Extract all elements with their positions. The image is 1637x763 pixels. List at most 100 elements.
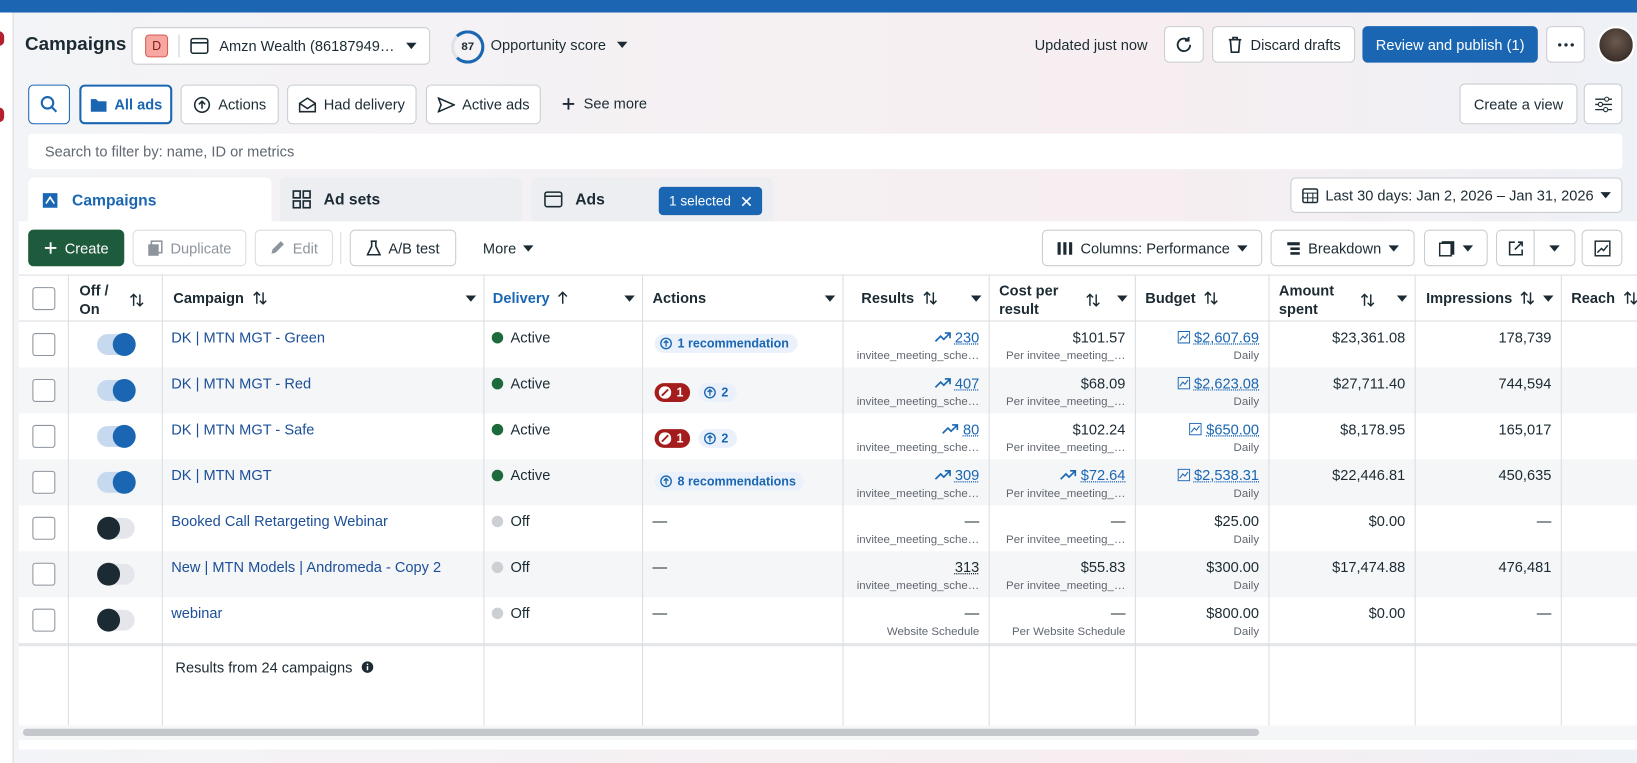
results[interactable]: 313 — [955, 559, 979, 576]
budget[interactable]: $2,607.69 — [1177, 329, 1259, 346]
more-button[interactable] — [1546, 26, 1585, 63]
column-header[interactable]: Campaign — [173, 289, 267, 306]
delivery-status: Off — [510, 512, 530, 530]
icon — [562, 97, 576, 111]
recommendation-badge[interactable]: 1 recommendation — [654, 334, 798, 353]
error-badge[interactable]: 1 — [654, 429, 690, 448]
search-button[interactable] — [28, 84, 70, 125]
export-button[interactable] — [1496, 229, 1535, 267]
error-badge[interactable]: 1 — [654, 383, 690, 402]
label: 1 selected — [669, 193, 731, 209]
header-menu[interactable] — [970, 295, 982, 302]
checkbox[interactable] — [32, 470, 56, 494]
toggle[interactable] — [97, 608, 135, 632]
campaign-name[interactable]: Booked Call Retargeting Webinar — [171, 512, 388, 530]
search-box[interactable]: Search to filter by: name, ID or metrics — [28, 133, 1623, 170]
toggle[interactable] — [97, 424, 136, 448]
create-view[interactable]: Create a view — [1459, 83, 1578, 125]
export-menu[interactable] — [1533, 229, 1576, 267]
caret — [624, 295, 635, 302]
more-actions[interactable]: More — [467, 229, 550, 267]
recommendation-badge[interactable]: 2 — [698, 383, 737, 402]
budget[interactable]: $2,623.08 — [1177, 375, 1259, 392]
column-header[interactable]: Amount spent — [1279, 281, 1375, 319]
campaign-name[interactable]: DK | MTN MGT - Safe — [171, 420, 315, 438]
header-menu[interactable] — [1543, 295, 1554, 302]
column-header[interactable]: Actions — [653, 289, 707, 306]
checkbox[interactable] — [32, 562, 56, 586]
filter-tab[interactable]: Active ads — [425, 84, 541, 125]
level-tab[interactable]: Ad sets — [279, 177, 522, 222]
campaign-name[interactable]: DK | MTN MGT - Green — [171, 328, 325, 346]
recommendation-badge[interactable]: 8 recommendations — [654, 471, 805, 491]
see-more[interactable]: See more — [562, 95, 647, 112]
filter-tab[interactable]: Actions — [180, 84, 279, 125]
toggle[interactable] — [97, 378, 136, 402]
results-detail: invitee_meeting_sche… — [856, 349, 980, 363]
reports-button[interactable] — [1424, 229, 1488, 267]
header-menu[interactable] — [465, 295, 477, 302]
breakdown-button[interactable]: Breakdown — [1270, 229, 1415, 267]
icon-part — [707, 388, 713, 396]
account-selector[interactable]: D Amzn Wealth (86187949… — [131, 27, 431, 65]
campaign-name[interactable]: webinar — [171, 604, 223, 622]
column-header[interactable]: Off / On — [79, 281, 144, 319]
review-publish[interactable]: Review and publish (1) — [1362, 26, 1538, 63]
header-menu[interactable] — [824, 295, 836, 302]
header-menu[interactable] — [1117, 295, 1128, 302]
checkbox[interactable] — [32, 608, 56, 632]
icon-part — [1228, 36, 1242, 54]
date-range[interactable]: Last 30 days: Jan 2, 2026 – Jan 31, 2026 — [1290, 177, 1623, 213]
view-settings[interactable] — [1583, 83, 1623, 125]
charts-button[interactable] — [1581, 229, 1623, 267]
icon — [1594, 96, 1613, 113]
columns-button[interactable]: Columns: Performance — [1041, 229, 1263, 267]
checkbox[interactable] — [32, 378, 56, 402]
campaign-name[interactable]: DK | MTN MGT - Red — [171, 374, 312, 392]
results[interactable]: 230 — [934, 329, 979, 346]
header-menu[interactable] — [624, 295, 635, 302]
cost-per-result[interactable]: $72.64 — [1060, 467, 1125, 483]
campaign-name[interactable]: DK | MTN MGT — [171, 466, 272, 484]
filter-tab[interactable]: All ads — [79, 84, 173, 125]
level-tab[interactable]: Campaigns — [28, 177, 272, 224]
toggle[interactable] — [97, 562, 135, 586]
toggle[interactable] — [97, 516, 135, 540]
toggle[interactable] — [97, 333, 136, 357]
column-header[interactable]: Delivery — [493, 289, 569, 306]
column-header[interactable]: Cost per result — [999, 281, 1100, 319]
create-button[interactable]: Create — [28, 229, 125, 267]
budget[interactable]: $2,538.31 — [1177, 467, 1259, 483]
filter-tab[interactable]: Had delivery — [287, 84, 417, 125]
results[interactable]: 309 — [934, 467, 979, 483]
opportunity-score[interactable]: Opportunity score — [491, 37, 627, 53]
budget[interactable]: $650.00 — [1189, 421, 1259, 437]
results[interactable]: 407 — [934, 375, 979, 392]
column-header[interactable]: Budget — [1145, 289, 1219, 306]
recommendation-badge[interactable]: 2 — [698, 429, 737, 448]
checkbox[interactable] — [32, 424, 56, 448]
scrollbar-thumb[interactable] — [22, 728, 1260, 737]
label: Breakdown — [1308, 239, 1382, 257]
refresh-button[interactable] — [1164, 26, 1204, 63]
column-header[interactable]: Results — [861, 289, 937, 306]
results[interactable]: 80 — [942, 421, 979, 437]
placeholder: Search to filter by: name, ID or metrics — [44, 143, 295, 160]
checkbox[interactable] — [32, 287, 56, 311]
discard-drafts[interactable]: Discard drafts — [1212, 26, 1356, 63]
icon-part — [366, 239, 382, 255]
checkbox[interactable] — [32, 333, 56, 357]
header-label: Budget — [1145, 289, 1196, 306]
duplicate-button[interactable]: Duplicate — [132, 229, 247, 267]
ab-test-button[interactable]: A/B test — [349, 229, 457, 267]
budget-detail: Daily — [1233, 441, 1260, 455]
toggle[interactable] — [97, 470, 136, 494]
icon-part — [1596, 244, 1608, 253]
checkbox[interactable] — [32, 516, 56, 540]
column-header[interactable]: Reach — [1571, 289, 1637, 306]
selection-chip[interactable]: 1 selected — [658, 186, 763, 216]
edit-button[interactable]: Edit — [254, 229, 334, 267]
campaign-name[interactable]: New | MTN Models | Andromeda - Copy 2 — [171, 558, 442, 576]
header-menu[interactable] — [1396, 295, 1408, 302]
column-header[interactable]: Impressions — [1426, 289, 1535, 306]
